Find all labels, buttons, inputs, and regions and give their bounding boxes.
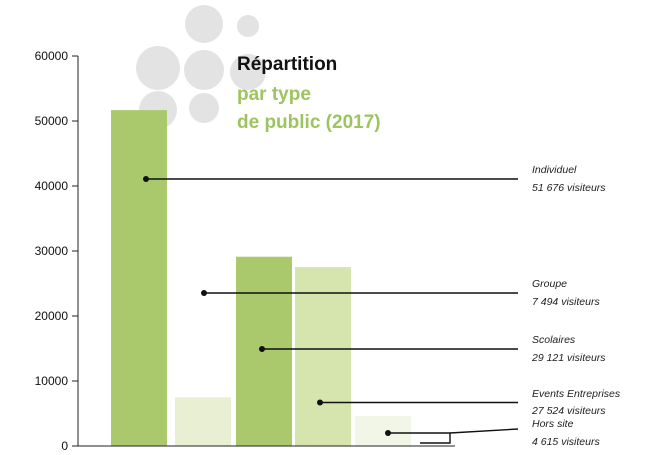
decor-circle [184, 50, 224, 90]
annotation-value: 29 121 visiteurs [531, 352, 606, 364]
annotation-value: 7 494 visiteurs [532, 296, 600, 308]
annotation-value: 51 676 visiteurs [532, 182, 606, 194]
annotation-leader-line [388, 432, 451, 444]
y-tick-label: 60000 [35, 49, 69, 63]
decor-circle [237, 15, 259, 37]
annotation-label: Groupe [532, 278, 567, 290]
chart-title: Répartition [237, 54, 337, 75]
decor-circle [185, 5, 223, 43]
annotation-value: 27 524 visiteurs [531, 405, 606, 417]
annotations: Individuel 51 676 visiteurs Groupe 7 494 vi… [143, 164, 621, 448]
y-tick-label: 10000 [35, 374, 69, 388]
annotation-label: Individuel [532, 164, 577, 176]
annotation-leader-line [449, 428, 519, 434]
bar [236, 256, 292, 446]
y-tick-label: 50000 [35, 114, 69, 128]
bar [175, 397, 231, 446]
y-tick-label: 30000 [35, 244, 69, 258]
bars [111, 110, 411, 446]
decorative-circles [136, 5, 266, 129]
y-tick-label: 0 [61, 439, 68, 453]
y-tick-label: 20000 [35, 309, 69, 323]
bar [355, 416, 411, 446]
bar [111, 110, 167, 446]
decor-circle [230, 54, 266, 90]
chart-subtitle-line-1: par type [237, 84, 311, 105]
y-tick-label: 40000 [35, 179, 69, 193]
decor-circle [189, 93, 219, 123]
chart-title-group: Répartition par type de public (2017) [237, 54, 381, 133]
chart-subtitle-line-2: de public (2017) [237, 112, 381, 133]
annotation-label: Scolaires [532, 334, 576, 346]
annotation-label: Hors site [532, 418, 574, 430]
decor-circle [136, 46, 180, 90]
annotation-value: 4 615 visiteurs [532, 436, 600, 448]
annotation-label: Events Entreprises [532, 388, 621, 400]
bar [295, 267, 351, 446]
y-axis: 0 10000 20000 30000 40000 50000 60000 [35, 49, 79, 453]
